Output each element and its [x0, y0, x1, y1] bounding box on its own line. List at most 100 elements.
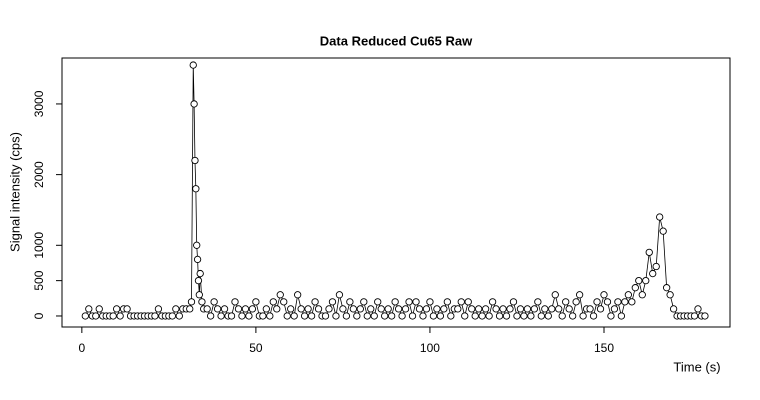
data-point: [468, 305, 476, 313]
x-tick-label: 100: [420, 341, 440, 355]
data-point: [374, 298, 382, 306]
data-point: [523, 305, 532, 313]
data-point: [527, 312, 535, 320]
data-point: [621, 298, 629, 306]
data-point: [339, 305, 347, 313]
y-tick-label: 1000: [32, 232, 46, 259]
data-point: [572, 298, 580, 306]
data-point: [189, 61, 197, 69]
data-point: [475, 305, 483, 313]
x-tick-label: 150: [594, 341, 614, 355]
data-point: [506, 305, 514, 313]
data-point: [461, 312, 469, 320]
data-point: [192, 185, 200, 193]
data-point: [495, 312, 504, 320]
data-point: [454, 305, 462, 313]
data-point: [481, 305, 490, 313]
data-point: [276, 291, 284, 299]
y-tick-label: 500: [32, 270, 46, 290]
data-point: [433, 305, 441, 313]
data-point: [638, 291, 646, 299]
data-point: [394, 305, 403, 313]
data-point: [631, 284, 639, 292]
data-point: [85, 305, 93, 313]
data-point: [92, 312, 100, 320]
data-point: [492, 305, 500, 313]
data-point: [579, 312, 587, 320]
data-point: [614, 298, 622, 306]
data-point: [694, 305, 702, 313]
data-point: [555, 305, 563, 313]
data-point: [600, 291, 608, 299]
data-point: [259, 312, 267, 320]
data-point: [370, 312, 378, 320]
data-point: [172, 305, 180, 313]
data-point: [502, 312, 511, 320]
data-point: [328, 298, 337, 306]
data-point: [227, 312, 236, 320]
data-point: [206, 312, 215, 320]
data-point: [191, 156, 199, 165]
data-point: [596, 305, 605, 313]
data-point: [335, 291, 344, 299]
data-point: [238, 312, 246, 320]
data-point: [624, 291, 633, 299]
data-point: [440, 305, 448, 313]
x-tick-label: 50: [249, 341, 263, 355]
data-point: [241, 305, 250, 313]
data-point: [635, 276, 643, 285]
data-point: [203, 305, 211, 313]
data-point: [384, 305, 392, 313]
data-point: [589, 312, 598, 320]
data-point: [419, 312, 427, 320]
data-point: [429, 312, 438, 320]
data-point: [548, 305, 556, 313]
data-point: [304, 305, 312, 313]
data-point: [332, 312, 340, 320]
data-point: [220, 305, 229, 313]
data-point: [325, 305, 333, 313]
data-point: [457, 298, 465, 306]
data-point: [509, 298, 518, 306]
data-point: [217, 312, 225, 320]
data-point: [381, 312, 389, 320]
data-point: [513, 312, 521, 320]
data-point: [213, 305, 222, 313]
data-point: [401, 305, 410, 313]
data-point: [294, 291, 302, 299]
data-point: [195, 291, 203, 299]
data-point: [175, 312, 183, 320]
data-point: [154, 305, 163, 313]
data-point: [198, 298, 206, 306]
data-point: [426, 298, 434, 306]
x-axis-label: Time (s): [673, 359, 720, 374]
data-point: [443, 298, 451, 306]
data-point: [193, 255, 202, 264]
data-point: [196, 269, 204, 278]
data-point: [617, 312, 626, 320]
data-point: [123, 305, 131, 313]
data-point: [628, 298, 636, 306]
data-point: [194, 276, 203, 285]
data-point: [516, 305, 525, 313]
data-point: [387, 312, 396, 320]
data-point: [109, 312, 117, 320]
y-tick-label: 2000: [32, 161, 46, 188]
data-point: [81, 312, 89, 320]
data-point: [642, 276, 650, 285]
data-point: [558, 312, 566, 320]
data-point: [422, 305, 431, 313]
data-point: [367, 305, 375, 313]
data-point: [95, 305, 103, 313]
data-point: [408, 312, 417, 320]
data-point: [607, 312, 615, 320]
data-point: [307, 312, 316, 320]
data-point: [488, 298, 497, 306]
data-point: [415, 305, 424, 313]
data-point: [269, 298, 277, 306]
data-point: [356, 305, 364, 313]
data-point: [659, 227, 667, 235]
plot-frame: [61, 57, 731, 328]
data-point: [151, 312, 159, 320]
data-point: [234, 305, 243, 313]
